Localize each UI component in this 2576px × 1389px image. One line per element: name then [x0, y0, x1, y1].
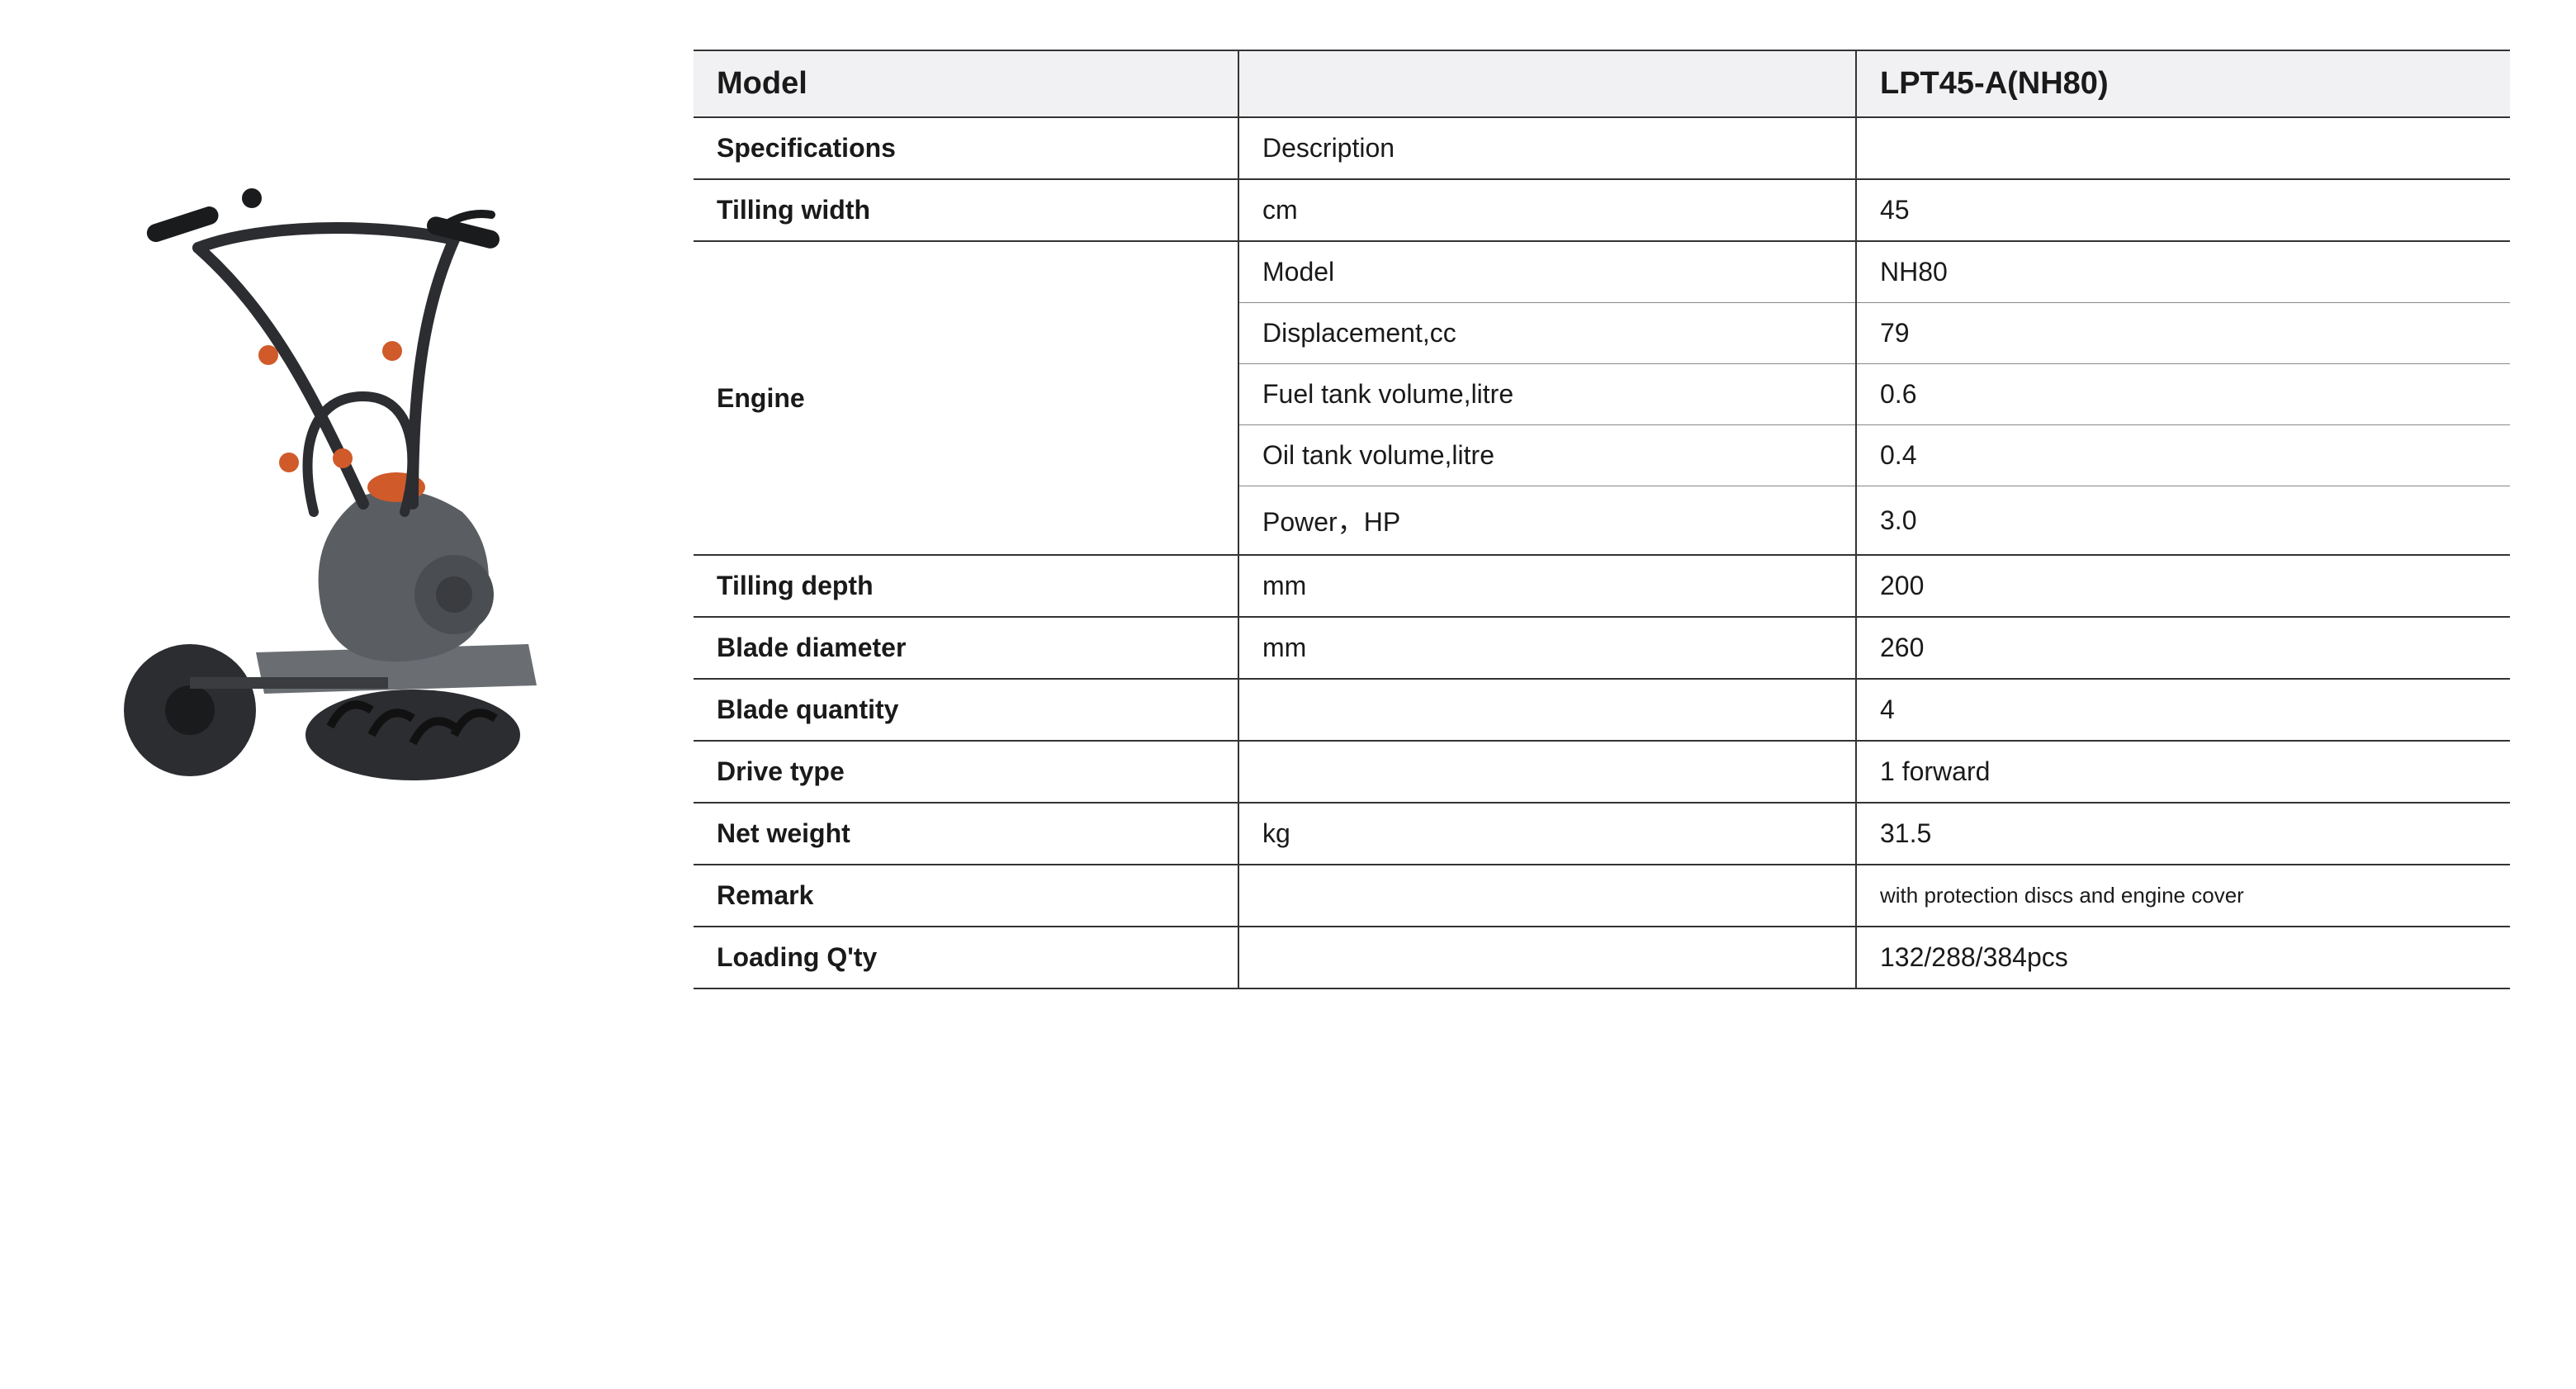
label-tilling-depth: Tilling depth [694, 555, 1238, 617]
mid-net-weight: kg [1238, 803, 1856, 865]
spec-table-container: Model LPT45-A(NH80) Specifications Descr… [694, 50, 2510, 989]
row-blade-diameter: Blade diameter mm 260 [694, 617, 2510, 679]
row-specifications: Specifications Description [694, 117, 2510, 179]
val-tilling-width: 45 [1856, 179, 2510, 241]
label-tilling-width: Tilling width [694, 179, 1238, 241]
label-drive-type: Drive type [694, 741, 1238, 803]
mid-engine-fuel: Fuel tank volume,litre [1238, 364, 1856, 425]
row-net-weight: Net weight kg 31.5 [694, 803, 2510, 865]
row-blade-quantity: Blade quantity 4 [694, 679, 2510, 741]
row-remark: Remark with protection discs and engine … [694, 865, 2510, 927]
label-specifications: Specifications [694, 117, 1238, 179]
mid-blade-diameter: mm [1238, 617, 1856, 679]
val-engine-fuel: 0.6 [1856, 364, 2510, 425]
label-remark: Remark [694, 865, 1238, 927]
val-remark: with protection discs and engine cover [1856, 865, 2510, 927]
mid-engine-power: Power，HP [1238, 486, 1856, 556]
row-engine-model: Engine Model NH80 [694, 241, 2510, 303]
val-engine-power: 3.0 [1856, 486, 2510, 556]
val-specifications [1856, 117, 2510, 179]
mid-specifications: Description [1238, 117, 1856, 179]
val-engine-oil: 0.4 [1856, 425, 2510, 486]
val-net-weight: 31.5 [1856, 803, 2510, 865]
row-tilling-width: Tilling width cm 45 [694, 179, 2510, 241]
label-net-weight: Net weight [694, 803, 1238, 865]
val-blade-diameter: 260 [1856, 617, 2510, 679]
mid-engine-model: Model [1238, 241, 1856, 303]
product-image [66, 149, 627, 826]
row-loading-qty: Loading Q'ty 132/288/384pcs [694, 927, 2510, 988]
val-tilling-depth: 200 [1856, 555, 2510, 617]
mid-engine-oil: Oil tank volume,litre [1238, 425, 1856, 486]
val-blade-quantity: 4 [1856, 679, 2510, 741]
label-blade-diameter: Blade diameter [694, 617, 1238, 679]
val-loading-qty: 132/288/384pcs [1856, 927, 2510, 988]
row-drive-type: Drive type 1 forward [694, 741, 2510, 803]
table-header-row: Model LPT45-A(NH80) [694, 50, 2510, 117]
label-blade-quantity: Blade quantity [694, 679, 1238, 741]
header-model-label: Model [694, 50, 1238, 117]
mid-remark [1238, 865, 1856, 927]
mid-tilling-depth: mm [1238, 555, 1856, 617]
spec-table: Model LPT45-A(NH80) Specifications Descr… [694, 50, 2510, 989]
mid-drive-type [1238, 741, 1856, 803]
val-engine-displacement: 79 [1856, 303, 2510, 364]
mid-loading-qty [1238, 927, 1856, 988]
mid-engine-displacement: Displacement,cc [1238, 303, 1856, 364]
label-loading-qty: Loading Q'ty [694, 927, 1238, 988]
val-drive-type: 1 forward [1856, 741, 2510, 803]
mid-tilling-width: cm [1238, 179, 1856, 241]
header-mid [1238, 50, 1856, 117]
mid-blade-quantity [1238, 679, 1856, 741]
val-engine-model: NH80 [1856, 241, 2510, 303]
label-engine: Engine [694, 241, 1238, 555]
header-model-value: LPT45-A(NH80) [1856, 50, 2510, 117]
row-tilling-depth: Tilling depth mm 200 [694, 555, 2510, 617]
